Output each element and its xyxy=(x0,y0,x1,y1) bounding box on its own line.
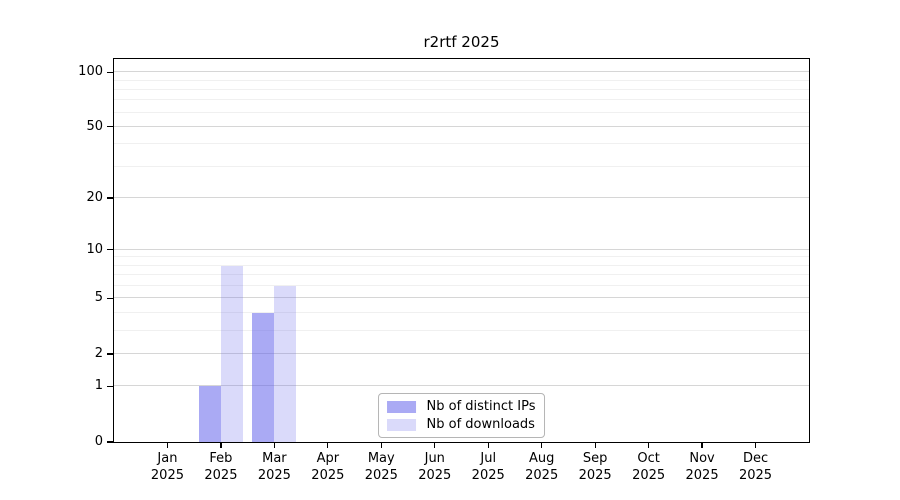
bar-Feb-downloads xyxy=(220,265,243,442)
minor-gridline-90 xyxy=(114,79,809,81)
y-tick-mark-1 xyxy=(107,385,113,388)
legend-label-distinct-ips: Nb of distinct IPs xyxy=(426,399,536,414)
y-tick-mark-2 xyxy=(107,353,113,355)
x-tick-label-Oct: Oct 2025 xyxy=(632,451,666,483)
chart-title: r2rtf 2025 xyxy=(423,33,500,51)
legend-label-downloads: Nb of downloads xyxy=(426,417,535,432)
y-tick-label-20: 20 xyxy=(86,190,103,205)
x-tick-mark-Oct xyxy=(648,443,650,448)
x-tick-mark-May xyxy=(380,443,382,448)
x-tick-label-Jun: Jun 2025 xyxy=(418,451,452,483)
x-tick-label-Mar: Mar 2025 xyxy=(257,451,291,483)
minor-gridline-4 xyxy=(114,312,809,314)
bar-Mar-downloads xyxy=(274,286,297,442)
minor-gridline-30 xyxy=(114,165,809,167)
minor-gridline-6 xyxy=(114,285,809,287)
x-tick-mark-Jun xyxy=(434,443,436,448)
y-tick-mark-10 xyxy=(107,249,113,251)
y-tick-label-0: 0 xyxy=(94,434,103,449)
minor-gridline-70 xyxy=(114,99,809,101)
legend-swatch-distinct-ips xyxy=(386,400,416,413)
y-tick-label-1: 1 xyxy=(94,378,103,394)
y-tick-label-10: 10 xyxy=(86,241,103,257)
x-tick-label-Jul: Jul 2025 xyxy=(471,451,505,483)
x-tick-mark-Sep xyxy=(594,443,596,448)
legend-item-distinct-ips: Nb of distinct IPs xyxy=(386,399,536,414)
y-tick-mark-100 xyxy=(107,71,113,73)
x-tick-mark-Nov xyxy=(701,443,703,448)
y-tick-label-5: 5 xyxy=(94,290,103,306)
major-gridline-50 xyxy=(114,125,809,127)
x-tick-label-Aug: Aug 2025 xyxy=(525,451,559,483)
x-tick-mark-Aug xyxy=(541,443,543,448)
y-tick-mark-20 xyxy=(107,197,113,199)
major-gridline-20 xyxy=(114,197,809,199)
y-tick-mark-50 xyxy=(107,126,113,128)
legend-item-downloads: Nb of downloads xyxy=(386,417,536,432)
x-tick-label-Feb: Feb 2025 xyxy=(204,451,238,483)
x-tick-label-Apr: Apr 2025 xyxy=(311,451,345,483)
major-gridline-100 xyxy=(114,71,809,73)
x-tick-mark-Mar xyxy=(273,443,275,448)
bar-Mar-ips xyxy=(252,313,275,442)
major-gridline-1 xyxy=(114,385,809,387)
minor-gridline-3 xyxy=(114,329,809,331)
minor-gridline-9 xyxy=(114,256,809,258)
y-tick-mark-5 xyxy=(107,297,113,299)
x-tick-label-May: May 2025 xyxy=(364,451,398,483)
minor-gridline-80 xyxy=(114,88,809,90)
minor-gridline-40 xyxy=(114,143,809,145)
x-tick-mark-Jan xyxy=(166,443,169,448)
x-tick-mark-Apr xyxy=(327,443,329,448)
y-tick-label-2: 2 xyxy=(94,345,103,361)
major-gridline-5 xyxy=(114,297,809,299)
plot-area: Nb of distinct IPs Nb of downloads xyxy=(113,58,810,443)
x-tick-label-Sep: Sep 2025 xyxy=(578,451,612,483)
legend: Nb of distinct IPs Nb of downloads xyxy=(377,393,546,438)
minor-gridline-60 xyxy=(114,111,809,113)
x-tick-label-Jan: Jan 2025 xyxy=(150,451,184,483)
legend-swatch-downloads xyxy=(386,418,416,431)
x-tick-label-Nov: Nov 2025 xyxy=(685,451,719,483)
y-tick-label-100: 100 xyxy=(78,64,103,80)
x-tick-mark-Jul xyxy=(487,443,489,448)
bar-Feb-ips xyxy=(198,386,221,442)
major-gridline-2 xyxy=(114,352,809,354)
minor-gridline-8 xyxy=(114,264,809,266)
y-tick-mark-0 xyxy=(107,441,113,443)
x-tick-mark-Dec xyxy=(754,443,757,448)
y-tick-label-50: 50 xyxy=(86,118,103,134)
minor-gridline-7 xyxy=(114,274,809,276)
major-gridline-10 xyxy=(114,248,809,250)
x-tick-label-Dec: Dec 2025 xyxy=(738,451,773,483)
x-tick-mark-Feb xyxy=(220,443,222,448)
